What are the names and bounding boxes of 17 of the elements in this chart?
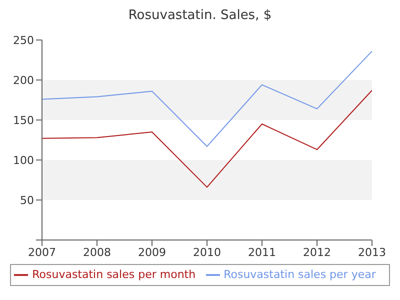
y-tick-label: 150 bbox=[13, 114, 34, 127]
chart-title: Rosuvastatin. Sales, $ bbox=[127, 8, 273, 25]
y-tick-label: 200 bbox=[13, 74, 34, 87]
x-tick-label: 2013 bbox=[358, 246, 386, 259]
x-tick-label: 2007 bbox=[28, 246, 56, 259]
legend-label: Rosuvastatin sales per year bbox=[224, 268, 376, 282]
legend-label: Rosuvastatin sales per month bbox=[32, 268, 196, 282]
x-tick-label: 2010 bbox=[193, 246, 221, 259]
x-tick-label: 2009 bbox=[138, 246, 166, 259]
y-tick-label: 50 bbox=[20, 194, 34, 207]
x-tick-label: 2011 bbox=[248, 246, 276, 259]
y-tick-label: 100 bbox=[13, 154, 34, 167]
x-tick-label: 2008 bbox=[83, 246, 111, 259]
line-series bbox=[42, 90, 372, 188]
y-tick-label: 250 bbox=[13, 34, 34, 47]
line-series bbox=[42, 50, 372, 147]
x-tick-label: 2012 bbox=[303, 246, 331, 259]
